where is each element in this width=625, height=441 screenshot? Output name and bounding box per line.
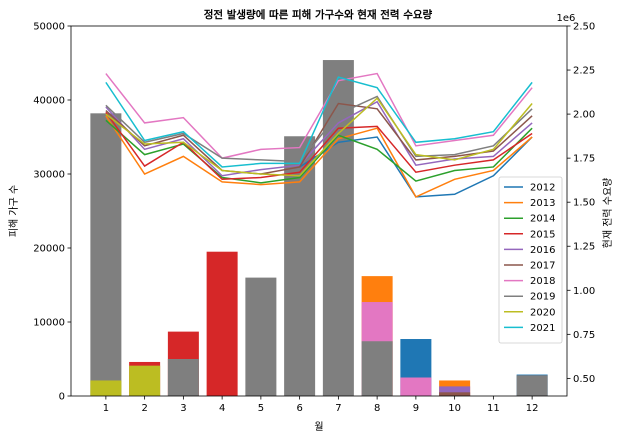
- legend: 2012 2013 2014 2015 2016 2017 2018 2019 2020 2021: [498, 176, 563, 344]
- left-y-axis-label: 피해 가구 수: [7, 185, 20, 237]
- right-y-axis: 0.50 0.75 1.00 1.25 1.50 1.75 2.00 2.25 2.50: [567, 22, 595, 385]
- line-2018: [105, 72, 533, 159]
- line-2020: [105, 97, 533, 177]
- bar-2019-8: [361, 341, 393, 396]
- right-tick-label: 1.50: [573, 198, 595, 209]
- left-tick-label: 20000: [33, 244, 65, 255]
- x-axis: 1 2 3 4 5 6 7 8 9 10 11 12: [103, 396, 539, 414]
- line-2021: [105, 76, 533, 168]
- x-tick-label: 12: [526, 403, 539, 414]
- right-tick-label: 2.50: [573, 22, 595, 33]
- legend-label-2018: 2018: [530, 276, 555, 287]
- x-tick-label: 4: [219, 403, 225, 414]
- line-2019: [105, 95, 533, 163]
- bar-2020-1: [90, 380, 122, 396]
- right-tick-label: 1.25: [573, 242, 595, 253]
- legend-label-2017: 2017: [530, 261, 555, 272]
- bar-2018-9: [400, 377, 432, 396]
- right-axis-offset-label: 1e6: [557, 13, 576, 24]
- x-tick-label: 1: [103, 403, 109, 414]
- left-tick-label: 30000: [33, 170, 65, 181]
- x-tick-label: 8: [374, 403, 380, 414]
- x-tick-label: 9: [413, 403, 419, 414]
- plot-frame: [70, 25, 568, 397]
- bar-2019-3: [167, 359, 199, 396]
- bar-2019-7: [322, 60, 354, 396]
- legend-label-2014: 2014: [530, 214, 555, 225]
- bar-2016-10: [439, 386, 471, 396]
- x-tick-label: 5: [258, 403, 264, 414]
- right-tick-label: 0.75: [573, 330, 595, 341]
- right-tick-label: 1.75: [573, 154, 595, 165]
- legend-label-2015: 2015: [530, 229, 555, 240]
- bar-2019-1: [90, 113, 122, 396]
- bar-2020-2: [129, 365, 161, 396]
- line-2015: [105, 111, 533, 181]
- left-tick-label: 0: [59, 392, 65, 403]
- bar-2019-12: [516, 375, 548, 396]
- bar-2017-10: [439, 392, 471, 396]
- x-tick-label: 2: [141, 403, 147, 414]
- legend-label-2013: 2013: [530, 198, 555, 209]
- bar-series-group: [90, 60, 548, 396]
- line-2013: [105, 115, 533, 198]
- x-tick-label: 7: [335, 403, 341, 414]
- x-tick-label: 11: [487, 403, 500, 414]
- right-tick-label: 2.00: [573, 110, 595, 121]
- x-tick-label: 3: [180, 403, 186, 414]
- x-tick-label: 6: [296, 403, 302, 414]
- left-tick-label: 50000: [33, 22, 65, 33]
- legend-label-2012: 2012: [530, 183, 555, 194]
- left-tick-label: 10000: [33, 318, 65, 329]
- chart-title: 정전 발생량에 따른 피해 가구수와 현재 전력 수요량: [204, 8, 433, 21]
- legend-label-2020: 2020: [530, 307, 555, 318]
- bar-2019-5: [245, 277, 277, 396]
- legend-label-2021: 2021: [530, 323, 555, 334]
- line-series-group: [105, 72, 533, 198]
- left-y-axis: 0 10000 20000 30000 40000 50000: [33, 22, 71, 403]
- left-tick-label: 40000: [33, 96, 65, 107]
- x-tick-label: 10: [448, 403, 461, 414]
- legend-label-2016: 2016: [530, 245, 555, 256]
- right-tick-label: 2.25: [573, 66, 595, 77]
- right-tick-label: 1.00: [573, 286, 595, 297]
- legend-label-2019: 2019: [530, 292, 555, 303]
- x-axis-label: 월: [314, 421, 323, 433]
- line-2017: [105, 102, 533, 175]
- right-tick-label: 0.50: [573, 374, 595, 385]
- right-y-axis-label: 현재 전력 수요량: [602, 178, 614, 249]
- bar-2015-4: [206, 251, 238, 396]
